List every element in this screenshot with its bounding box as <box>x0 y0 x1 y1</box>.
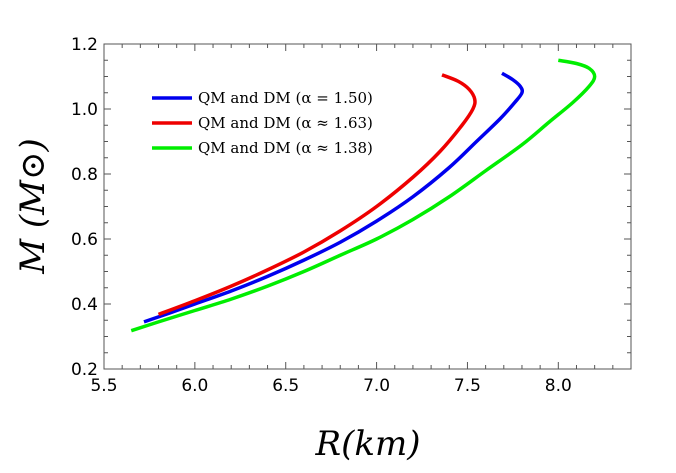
x-tick-label: 6.5 <box>272 376 299 396</box>
x-tick-label: 5.5 <box>90 376 117 396</box>
series-line-3 <box>130 58 597 333</box>
y-tick-label: 0.8 <box>71 165 98 185</box>
y-tick-label: 0.2 <box>71 360 98 380</box>
x-tick-label: 6.0 <box>181 376 208 396</box>
axis-ticks <box>103 43 632 370</box>
x-tick-labels: 5.5 6.0 6.5 7.0 7.5 8.0 <box>90 376 571 396</box>
x-tick-label: 8.0 <box>545 376 572 396</box>
y-tick-label: 0.6 <box>71 230 98 250</box>
series-line-1 <box>143 71 525 324</box>
y-tick-label: 1.0 <box>71 100 98 120</box>
x-axis-label: R(km) <box>315 424 421 464</box>
legend: QM and DM (α = 1.50) QM and DM (α ≈ 1.63)… <box>152 89 373 157</box>
y-tick-label: 1.2 <box>71 35 98 55</box>
y-tick-label: 0.4 <box>71 295 98 315</box>
x-tick-label: 7.5 <box>454 376 481 396</box>
y-tick-labels: 0.2 0.4 0.6 0.8 1.0 1.2 <box>71 35 98 380</box>
series-line-2 <box>157 73 477 317</box>
legend-label-1: QM and DM (α = 1.50) <box>198 89 373 107</box>
legend-label-2: QM and DM (α ≈ 1.63) <box>198 114 373 132</box>
series-curves <box>130 58 597 333</box>
x-tick-label: 7.0 <box>363 376 390 396</box>
y-axis-label: M (M⊙) <box>13 138 53 274</box>
legend-label-3: QM and DM (α ≈ 1.38) <box>198 139 373 157</box>
